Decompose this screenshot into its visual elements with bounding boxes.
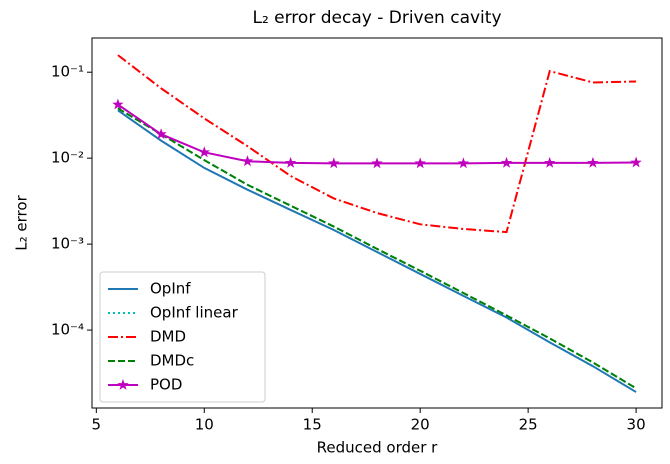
y-tick-label: 10⁻³: [51, 235, 84, 253]
legend-label: OpInf: [150, 280, 191, 298]
point-marker: [414, 157, 426, 169]
y-tick-label: 10⁻¹: [51, 63, 84, 81]
legend-box: [99, 271, 266, 403]
x-tick-label: 25: [519, 416, 538, 434]
point-marker: [112, 98, 124, 110]
series-line: [117, 54, 637, 234]
point-marker: [371, 157, 383, 169]
y-tick-label: 10⁻⁴: [51, 321, 84, 339]
point-marker: [241, 155, 254, 167]
legend-label: DMD: [150, 328, 186, 346]
legend-label: OpInf linear: [150, 304, 239, 322]
x-tick-label: 20: [411, 416, 430, 434]
point-marker: [284, 156, 297, 168]
series-line: [117, 109, 637, 393]
x-axis-label: Reduced order r: [317, 439, 439, 457]
legend-label: POD: [150, 376, 182, 394]
x-tick-label: 10: [195, 416, 214, 434]
x-tick-label: 30: [627, 416, 646, 434]
y-tick-label: 10⁻²: [51, 149, 84, 167]
x-tick-label: 15: [303, 416, 322, 434]
chart-title: L₂ error decay - Driven cavity: [252, 8, 501, 28]
point-marker: [630, 156, 642, 168]
point-marker: [155, 128, 167, 140]
point-marker: [457, 157, 470, 169]
y-axis-label: L₂ error: [13, 194, 31, 250]
point-marker: [544, 156, 556, 168]
series-line: [117, 107, 637, 390]
legend-label: DMDc: [150, 352, 194, 370]
point-marker: [500, 156, 513, 168]
x-tick-label: 5: [92, 416, 102, 434]
point-marker: [587, 156, 599, 168]
point-marker: [198, 146, 210, 158]
legend-marker: [117, 379, 129, 390]
point-marker: [328, 157, 340, 169]
plot-area: [91, 37, 663, 409]
